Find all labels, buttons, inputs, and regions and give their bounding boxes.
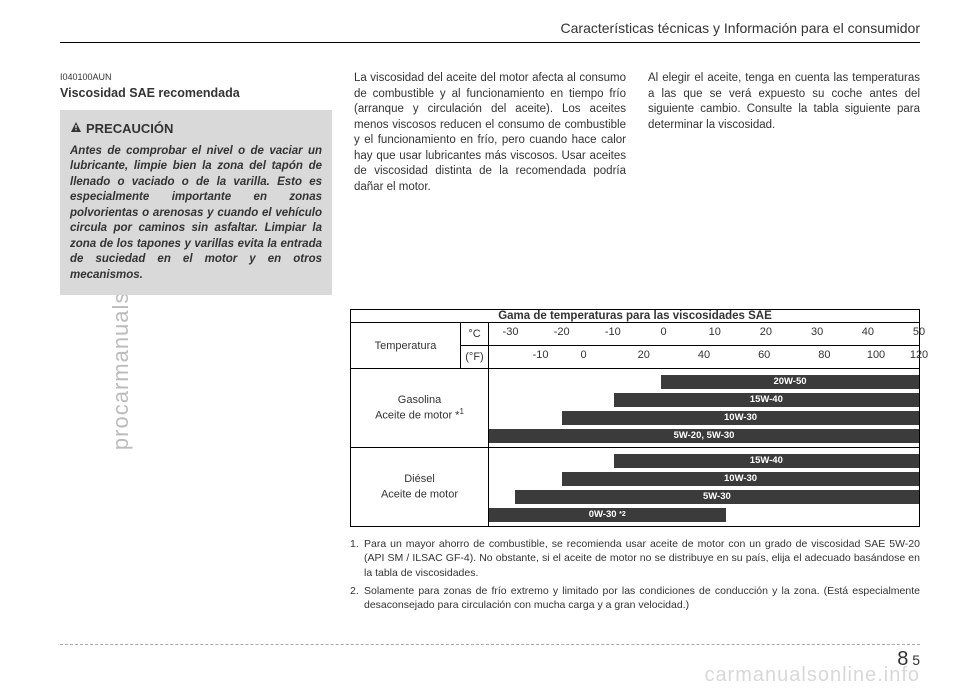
axis-tick: 60: [758, 349, 770, 361]
footer-dashline: [60, 644, 920, 645]
viscosity-bar: 10W-30: [562, 472, 919, 486]
diesel-bars: 15W-40 10W-30 5W-30 0W-30 *2: [489, 448, 919, 526]
axis-tick: 10: [709, 326, 721, 338]
viscosity-bar: 15W-40: [614, 393, 919, 407]
axis-tick: 40: [698, 349, 710, 361]
warning-icon: [70, 121, 82, 133]
table-title: Gama de temperaturas para las viscosidad…: [351, 310, 920, 323]
column-1: I040100AUN Viscosidad SAE recomendada PR…: [60, 71, 332, 295]
footnote-1: 1. Para un mayor ahorro de combustible, …: [350, 537, 920, 580]
page-number: 8 5: [897, 648, 920, 671]
viscosity-bar: 15W-40: [614, 454, 919, 468]
footnote-2: 2. Solamente para zonas de frío extremo …: [350, 584, 920, 612]
caution-title: PRECAUCIÓN: [70, 120, 322, 138]
unit-c: °C: [461, 323, 489, 346]
axis-tick: -10: [605, 326, 621, 338]
axis-tick: -20: [554, 326, 570, 338]
gasoline-bars: 20W-50 15W-40 10W-30 5W-20, 5W-30: [489, 369, 919, 447]
viscosity-bar: 5W-30: [515, 490, 919, 504]
column-3: Al elegir el aceite, tenga en cuenta las…: [648, 71, 920, 295]
axis-tick: 0: [581, 349, 587, 361]
axis-tick: 20: [760, 326, 772, 338]
axis-tick: 40: [862, 326, 874, 338]
section-code: I040100AUN: [60, 71, 332, 83]
viscosity-bar: 20W-50: [661, 375, 919, 389]
column-2: La viscosidad del aceite del motor afect…: [354, 71, 626, 295]
axis-tick: -30: [503, 326, 519, 338]
footnotes: 1. Para un mayor ahorro de combustible, …: [350, 537, 920, 612]
axis-celsius: -30-20-1001020304050: [489, 323, 919, 345]
caution-label: PRECAUCIÓN: [86, 121, 173, 136]
caution-box: PRECAUCIÓN Antes de comprobar el nivel o…: [60, 110, 332, 295]
axis-fahrenheit: -10020406080100120: [489, 346, 919, 368]
axis-tick: -10: [533, 349, 549, 361]
axis-tick: 120: [910, 349, 928, 361]
axis-tick: 30: [811, 326, 823, 338]
viscosity-table: Gama de temperaturas para las viscosidad…: [350, 309, 920, 527]
body-columns: I040100AUN Viscosidad SAE recomendada PR…: [60, 71, 920, 295]
caution-text: Antes de comprobar el nivel o de vaciar …: [70, 144, 322, 284]
bottom-watermark: carmanualsonline.info: [704, 664, 920, 687]
axis-tick: 100: [867, 349, 885, 361]
temp-label: Temperatura: [351, 323, 461, 369]
viscosity-bar: 5W-20, 5W-30: [489, 429, 919, 443]
axis-tick: 0: [661, 326, 667, 338]
axis-tick: 80: [818, 349, 830, 361]
axis-tick: 20: [638, 349, 650, 361]
viscosity-bar: 0W-30 *2: [489, 508, 726, 522]
viscosity-bar: 10W-30: [562, 411, 919, 425]
header-title: Características técnicas y Información p…: [60, 20, 920, 43]
unit-f: (°F): [461, 346, 489, 369]
axis-tick: 50: [913, 326, 925, 338]
section-title: Viscosidad SAE recomendada: [60, 85, 332, 102]
diesel-label: Diésel Aceite de motor: [351, 448, 489, 527]
gasoline-label: Gasolina Aceite de motor *1: [351, 369, 489, 448]
page-content: Características técnicas y Información p…: [60, 20, 920, 659]
